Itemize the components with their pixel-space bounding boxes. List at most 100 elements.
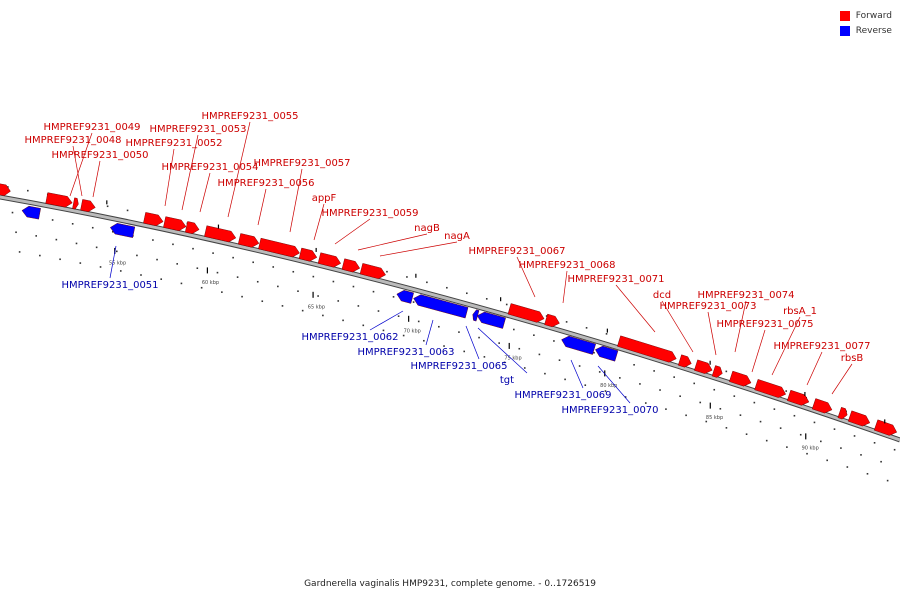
track-dot (446, 286, 448, 289)
track-dot (513, 328, 515, 331)
track-dot (136, 254, 138, 257)
leader-line (477, 327, 528, 374)
leader-line (369, 310, 404, 331)
leader-line (69, 132, 93, 197)
forward-arrow (317, 252, 342, 268)
track-dot (79, 262, 82, 264)
leader-line (516, 256, 536, 298)
track-dot (505, 303, 508, 306)
reverse-gene-arrow (561, 335, 596, 355)
track-dot (826, 459, 828, 462)
track-dot (27, 189, 29, 192)
track-dot (745, 433, 748, 436)
scale-tick-label: 70 kbp (404, 328, 421, 334)
leader-line (806, 351, 823, 386)
scale-tick-label: 85 kbp (706, 415, 723, 421)
track-dot (417, 320, 420, 323)
track-dot (665, 408, 667, 410)
gene-label: HMPREF9231_0073 (659, 301, 756, 312)
forward-gene-arrow (811, 398, 833, 414)
forward-arrow (694, 359, 713, 374)
track-dot (860, 454, 862, 456)
scale-tick-label: 60 kbp (202, 280, 219, 286)
gene-label: HMPREF9231_0053 (149, 124, 246, 135)
track-dot (18, 251, 21, 253)
track-dot (458, 331, 460, 333)
track-dot (172, 243, 174, 246)
gene-label: HMPREF9231_0077 (773, 341, 870, 352)
reverse-gene-arrow (396, 290, 414, 304)
forward-arrow (163, 216, 187, 231)
track-dot (236, 276, 239, 278)
track-dot (59, 258, 61, 261)
track-dot (156, 258, 158, 261)
track-dot (35, 235, 38, 237)
track-dot (119, 270, 122, 272)
gene-label: HMPREF9231_0057 (253, 158, 350, 169)
gene-label: HMPREF9231_0070 (561, 405, 658, 416)
track-dot (544, 372, 546, 375)
track-dot (216, 271, 219, 274)
track-dot (598, 371, 601, 373)
leader-line (570, 359, 584, 389)
backbone-core (0, 195, 900, 442)
track-dot (886, 479, 889, 482)
track-dot (466, 292, 468, 295)
leader-line (109, 245, 117, 279)
leader-line (313, 203, 325, 241)
forward-gene-arrow (204, 225, 237, 243)
gene-label: HMPREF9231_0063 (357, 347, 454, 358)
track-dot (518, 347, 521, 350)
track-dot (693, 382, 696, 385)
gene-label: HMPREF9231_0052 (125, 138, 222, 149)
track-dot (15, 231, 17, 234)
track-dot (423, 339, 425, 342)
gene-label: HMPREF9231_0048 (24, 135, 121, 146)
track-dot (739, 414, 742, 416)
forward-gene-arrow (711, 365, 723, 378)
track-dot (232, 256, 234, 259)
forward-arrow (507, 303, 545, 323)
track-dot (785, 390, 788, 392)
track-dot (538, 353, 541, 356)
track-dot (426, 281, 428, 284)
track-dot (840, 447, 842, 449)
track-dot (126, 209, 129, 212)
forward-gene-arrow (298, 247, 318, 262)
track-dot (483, 356, 486, 358)
gene-label: HMPREF9231_0050 (51, 150, 148, 161)
reverse-swatch (839, 25, 850, 36)
reverse-arrow (109, 223, 136, 238)
reverse-gene-arrow (595, 345, 619, 362)
forward-gene-arrow (837, 407, 848, 420)
track-dot (523, 367, 526, 369)
reverse-gene-arrow (109, 223, 136, 238)
forward-gene-arrow (787, 389, 810, 406)
track-dot (256, 280, 259, 283)
forward-gene-arrow (847, 410, 871, 427)
track-dot (115, 250, 118, 253)
forward-gene-arrow (729, 370, 752, 387)
track-dot (725, 370, 728, 373)
track-dot (765, 439, 768, 442)
gene-label: rbsA_1 (783, 306, 817, 317)
track-dot (806, 452, 808, 455)
track-dot (578, 365, 581, 367)
forward-gene-arrow (694, 359, 713, 374)
track-dot (564, 378, 566, 381)
scale-tick-label: 75 kbp (504, 355, 521, 361)
forward-gene-arrow (617, 335, 677, 363)
gene-label: HMPREF9231_0055 (201, 111, 298, 122)
legend: Forward Reverse (839, 8, 892, 38)
track-dot (786, 446, 788, 448)
reverse-gene-arrow (21, 205, 41, 220)
gene-label: HMPREF9231_0067 (468, 246, 565, 257)
leader-line (597, 365, 631, 404)
track-dot (397, 315, 400, 317)
track-dot (733, 395, 736, 397)
genome-caption: Gardnerella vaginalis HMP9231, complete … (304, 579, 596, 589)
track-dot (221, 291, 223, 293)
track-dot (478, 336, 480, 339)
leader-line (734, 300, 747, 353)
forward-gene-arrow (143, 212, 164, 227)
